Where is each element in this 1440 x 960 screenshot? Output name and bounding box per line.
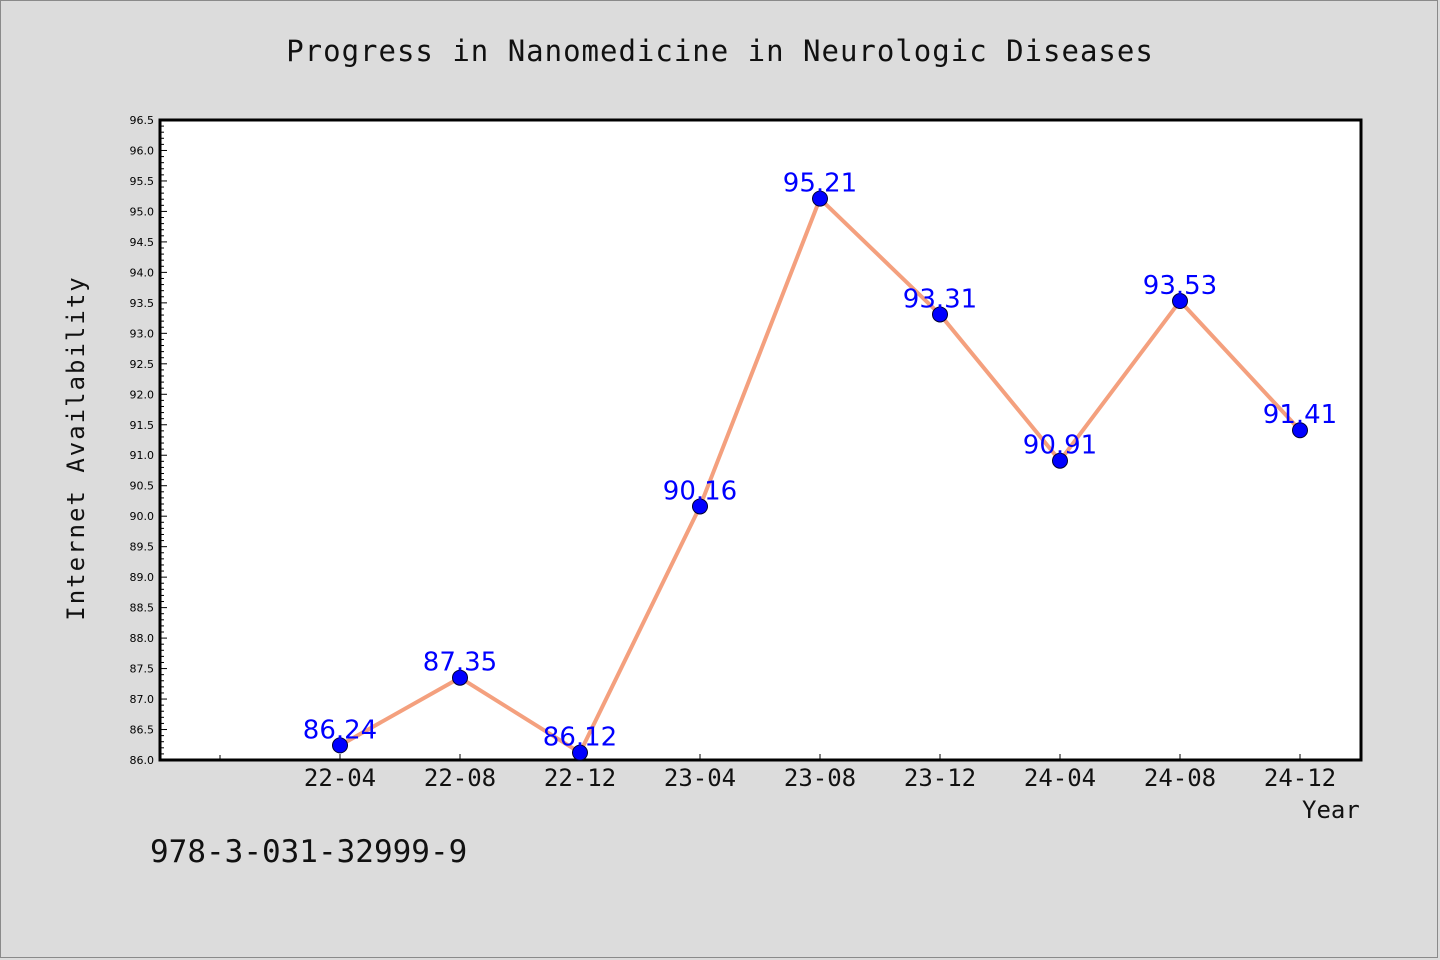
data-label: 95.21 (783, 169, 857, 199)
x-axis-ticks: 22-04 22-08 22-12 23-04 23-08 23-12 24-04 24-08… (219, 754, 1336, 792)
data-label: 90.16 (663, 476, 737, 506)
chart-title: Progress in Nanomedicine in Neurologic D… (286, 34, 1154, 68)
y-tick-label: 89.0 (130, 571, 155, 584)
x-tick-label: 24-04 (1024, 764, 1096, 792)
y-tick-label: 94.5 (130, 236, 155, 249)
data-label: 93.53 (1143, 271, 1217, 301)
y-tick-label: 96.0 (130, 144, 155, 157)
x-tick-label: 24-12 (1264, 764, 1336, 792)
data-point (1052, 452, 1068, 469)
data-label: 86.12 (543, 723, 617, 753)
y-tick-label: 88.0 (130, 632, 155, 645)
y-tick-label: 86.0 (130, 754, 155, 767)
data-point (812, 190, 828, 207)
plot-area (158, 118, 1363, 762)
x-tick-label: 24-08 (1144, 764, 1216, 792)
data-point (572, 744, 588, 761)
data-label: 86.24 (303, 715, 377, 745)
y-tick-label: 92.0 (130, 388, 155, 401)
y-tick-label: 95.0 (130, 205, 155, 218)
y-tick-label: 87.5 (130, 663, 155, 676)
y-tick-label: 92.5 (130, 358, 155, 371)
y-tick-label: 95.5 (130, 175, 155, 188)
data-label: 90.91 (1023, 431, 1097, 461)
data-point (1172, 293, 1188, 310)
data-series (332, 190, 1308, 761)
y-tick-label: 93.0 (130, 327, 155, 340)
y-tick-label: 90.0 (130, 510, 155, 523)
y-tick-label: 91.0 (130, 449, 155, 462)
y-tick-label: 96.5 (130, 114, 155, 127)
data-labels: 86.24 87.35 86.12 90.16 95.21 93.31 90.91 93.53… (303, 169, 1337, 753)
x-tick-label: 23-08 (784, 764, 856, 792)
y-tick-label: 88.5 (130, 602, 155, 615)
x-tick-label: 23-12 (904, 764, 976, 792)
x-tick-label: 23-04 (664, 764, 736, 792)
data-label: 93.31 (903, 284, 977, 314)
y-tick-label: 93.5 (130, 297, 155, 310)
y-tick-label: 90.5 (130, 480, 155, 493)
data-point (332, 737, 348, 754)
y-tick-label: 91.5 (130, 419, 155, 432)
y-tick-label: 94.0 (130, 266, 155, 279)
data-label: 87.35 (423, 648, 497, 678)
isbn-footnote: 978-3-031-32999-9 (150, 834, 468, 870)
x-tick-label: 22-12 (544, 764, 616, 792)
x-axis-label: Year (1302, 796, 1360, 824)
y-tick-label: 87.0 (130, 693, 155, 706)
y-tick-label: 89.5 (130, 541, 155, 554)
data-point (1292, 422, 1308, 439)
data-point (692, 498, 708, 515)
data-point (452, 669, 468, 686)
x-tick-label: 22-04 (304, 764, 376, 792)
x-tick-label: 22-08 (424, 764, 496, 792)
y-axis-ticks: 86.0 86.5 87.0 87.5 88.0 88.5 89.0 89.5 90.0 90.5… (130, 114, 167, 767)
data-point (932, 306, 948, 323)
y-tick-label: 86.5 (130, 724, 155, 737)
data-label: 91.41 (1263, 400, 1337, 430)
